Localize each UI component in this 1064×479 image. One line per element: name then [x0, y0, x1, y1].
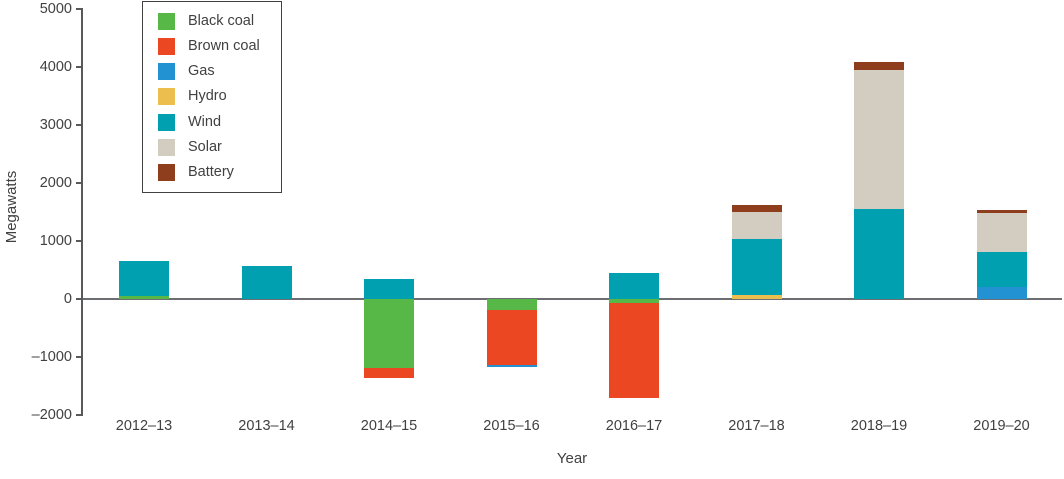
- y-tick-label: 4000: [39, 59, 72, 75]
- bar-segment-brown-coal: [609, 303, 659, 399]
- y-tick-mark: [76, 124, 83, 126]
- y-tick-label: 0: [63, 291, 72, 307]
- x-tick-label-2018-19: 2018–19: [850, 418, 908, 434]
- x-tick-label-2016-17: 2016–17: [605, 418, 663, 434]
- y-tick-mark: [76, 182, 83, 184]
- bar-segment-gas: [486, 364, 537, 367]
- legend-item-black-coal: Black coal: [158, 13, 281, 30]
- y-tick-label: –2000: [31, 407, 72, 423]
- bar-segment-black-coal: [119, 295, 169, 299]
- bar-segment-battery: [854, 61, 904, 70]
- x-axis-title: Year: [556, 450, 588, 467]
- y-tick-mark: [76, 66, 83, 68]
- legend-item-gas: Gas: [158, 63, 281, 81]
- y-axis-title: Megawatts: [3, 170, 20, 244]
- bar-segment-wind: [119, 261, 169, 296]
- legend-swatch-battery: [158, 163, 175, 181]
- y-tick-label: 1000: [39, 233, 72, 249]
- bar-segment-wind: [609, 272, 659, 299]
- legend-item-solar: Solar: [158, 138, 281, 156]
- legend-swatch-gas: [158, 63, 175, 81]
- bar-segment-hydro: [731, 294, 782, 299]
- legend: Black coal Brown coal Gas Hydro Wind Solar Bat…: [142, 1, 282, 193]
- bar-segment-battery: [976, 210, 1027, 213]
- y-tick-mark: [76, 414, 83, 416]
- y-tick-mark: [76, 356, 83, 358]
- legend-label-battery: Battery: [188, 163, 234, 180]
- legend-item-hydro: Hydro: [158, 88, 281, 106]
- legend-swatch-black-coal: [158, 13, 175, 30]
- bar-segment-brown-coal: [486, 310, 537, 365]
- legend-label-brown-coal: Brown coal: [188, 38, 260, 55]
- bar-segment-wind: [854, 209, 904, 299]
- y-axis-line: [81, 8, 83, 416]
- legend-swatch-wind: [158, 113, 175, 131]
- x-tick-label-2014-15: 2014–15: [360, 418, 418, 434]
- x-tick-label-2013-14: 2013–14: [238, 418, 295, 434]
- bar-segment-wind: [364, 279, 414, 299]
- x-tick-label-2017-18: 2017–18: [728, 418, 785, 434]
- y-tick-label: 5000: [39, 1, 72, 17]
- legend-label-hydro: Hydro: [188, 88, 227, 105]
- legend-label-gas: Gas: [188, 63, 215, 80]
- y-tick-mark: [76, 298, 83, 300]
- bar-segment-wind: [731, 238, 782, 295]
- legend-swatch-solar: [158, 138, 175, 156]
- bar-segment-battery: [731, 205, 782, 212]
- y-tick-mark: [76, 240, 83, 242]
- bar-segment-brown-coal: [364, 368, 414, 378]
- legend-label-solar: Solar: [188, 138, 222, 155]
- legend-swatch-brown-coal: [158, 38, 175, 56]
- legend-item-wind: Wind: [158, 113, 281, 131]
- legend-label-black-coal: Black coal: [188, 13, 255, 29]
- x-tick-label-2012-13: 2012–13: [115, 418, 173, 434]
- bar-segment-black-coal: [486, 299, 537, 311]
- legend-item-battery: Battery: [158, 163, 281, 181]
- bar-segment-solar: [854, 69, 904, 210]
- legend-label-wind: Wind: [188, 113, 222, 130]
- y-tick-label: 3000: [39, 117, 72, 133]
- y-tick-label: –1000: [31, 349, 72, 365]
- bar-segment-wind: [241, 265, 292, 299]
- x-tick-label-2015-16: 2015–16: [483, 418, 540, 434]
- bar-segment-gas: [976, 286, 1027, 299]
- bar-segment-black-coal: [364, 299, 414, 369]
- bar-segment-wind: [976, 252, 1027, 287]
- legend-swatch-hydro: [158, 88, 175, 106]
- bar-segment-solar: [976, 212, 1027, 253]
- legend-item-brown-coal: Brown coal: [158, 38, 281, 56]
- bar-segment-black-coal: [609, 299, 659, 304]
- y-tick-mark: [76, 8, 83, 10]
- x-axis-zero-line: [81, 298, 1062, 300]
- y-tick-label: 2000: [39, 175, 72, 191]
- bar-segment-solar: [731, 212, 782, 239]
- x-tick-label-2019-20: 2019–20: [973, 418, 1030, 434]
